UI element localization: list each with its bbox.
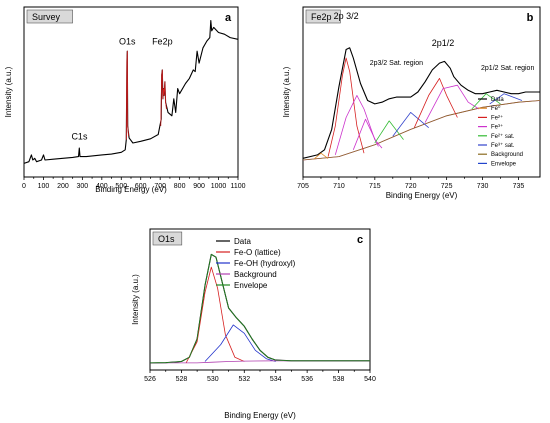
- x-tick-label: 500: [115, 183, 127, 190]
- series-line: [204, 324, 276, 362]
- series-line: [413, 78, 458, 128]
- peak-annotation: C1s: [71, 132, 88, 142]
- panel-letter: b: [527, 12, 534, 24]
- x-tick-label: 526: [144, 376, 156, 383]
- x-tick-label: 300: [77, 183, 89, 190]
- legend: Data Fe-O (lattice) Fe-OH (hydroxyl) Backgr…: [216, 237, 296, 290]
- series-line: [125, 50, 129, 140]
- plot-frame: [23, 6, 239, 178]
- series-line: [302, 100, 541, 161]
- series-line: [302, 47, 540, 159]
- y-axis-label: Intensity (a.u.): [282, 66, 291, 117]
- panel-tag: O1s: [158, 234, 175, 244]
- x-tick-label: 700: [154, 183, 166, 190]
- peak-annotation: 2p1/2: [432, 38, 455, 48]
- series-line: [149, 254, 370, 364]
- legend-entry: Fe-OH (hydroxyl): [234, 259, 296, 268]
- peak-annotation: O1s: [119, 36, 136, 46]
- peak-annotation: 2p1/2 Sat. region: [481, 65, 534, 72]
- x-tick-label: 540: [364, 376, 376, 383]
- legend-entry: Data: [491, 97, 504, 103]
- x-tick-label: 705: [297, 183, 309, 190]
- x-tick-label: 1100: [230, 183, 245, 190]
- x-tick-label: 528: [176, 376, 188, 383]
- legend-entry: Background: [491, 152, 523, 158]
- x-tick-label: 100: [38, 183, 50, 190]
- series-line: [160, 69, 167, 127]
- x-tick-label: 536: [301, 376, 313, 383]
- panel-tag-box: [152, 231, 183, 246]
- legend-entry: Fe³⁺ sat.: [491, 142, 515, 149]
- x-tick-label: 800: [174, 183, 186, 190]
- series-line: [313, 152, 329, 160]
- series-line: [471, 93, 501, 110]
- legend-entry: Envelope: [234, 281, 268, 290]
- series-line: [424, 84, 480, 123]
- x-axis-label: Binding Energy (eV): [95, 185, 167, 194]
- x-tick-label: 735: [513, 183, 525, 190]
- peak-annotation: 2p 3/2: [334, 11, 359, 21]
- series-line: [352, 118, 379, 150]
- panel-letter: c: [357, 234, 363, 246]
- panel-tag: Fe2p: [311, 12, 332, 22]
- x-tick-label: 200: [57, 183, 69, 190]
- legend-entry: Fe²⁺ sat.: [491, 133, 515, 140]
- panel-tag-box: [26, 9, 73, 24]
- x-tick-label: 900: [193, 183, 205, 190]
- x-tick-label: 534: [270, 376, 282, 383]
- x-tick-label: 730: [477, 183, 489, 190]
- x-tick-label: 400: [96, 183, 108, 190]
- legend-entry: Fe³⁺: [491, 124, 503, 131]
- panel-letter: a: [225, 12, 232, 24]
- y-axis-label: Intensity (a.u.): [131, 274, 140, 325]
- legend-entry: Envelope: [491, 161, 517, 167]
- legend-entry: Fe-O (lattice): [234, 248, 281, 257]
- x-tick-label: 710: [333, 183, 345, 190]
- panel-tag: Survey: [32, 12, 61, 22]
- series-line: [374, 120, 404, 144]
- legend-entry: Fe²⁺: [491, 114, 503, 121]
- peak-annotation: 2p3/2 Sat. region: [370, 60, 423, 67]
- series-line: [327, 57, 365, 157]
- x-axis-label: Binding Energy (eV): [224, 411, 296, 420]
- x-axis-label: Binding Energy (eV): [386, 191, 458, 200]
- y-axis-label: Intensity (a.u.): [4, 66, 13, 117]
- x-tick-label: 715: [369, 183, 381, 190]
- x-tick-label: 600: [135, 183, 147, 190]
- x-tick-label: 530: [207, 376, 219, 383]
- panel-tag-box: [305, 9, 341, 24]
- x-tick-label: 538: [333, 376, 345, 383]
- legend-entry: Data: [234, 237, 251, 246]
- x-tick-label: 1000: [211, 183, 227, 190]
- series-line: [302, 100, 541, 161]
- peak-annotation: Fe2p: [152, 36, 173, 46]
- x-tick-label: 0: [22, 183, 26, 190]
- chart-panel-c: 526 528 530 532 534 536 538 540 Binding Energy (…: [131, 228, 376, 420]
- x-tick-label: 532: [238, 376, 250, 383]
- legend: Data Fe⁰ Fe²⁺ Fe³⁺ Fe²⁺ sat. Fe³⁺ sat. Backgro…: [478, 97, 523, 167]
- series-line: [392, 112, 429, 137]
- chart-panel-b: 705 710 715 720 725 730 735 Binding Energy (eV)…: [282, 6, 541, 200]
- legend-entry: Background: [234, 270, 277, 279]
- legend-entry: Fe⁰: [491, 105, 501, 112]
- series-line: [150, 360, 370, 364]
- chart-panel-a: 0 100 200 300 400 500 600 700 800 900 1000 1100 Bind…: [4, 6, 246, 194]
- series-line: [185, 266, 245, 364]
- x-tick-label: 725: [441, 183, 453, 190]
- x-tick-label: 720: [405, 183, 417, 190]
- series-line: [489, 93, 523, 105]
